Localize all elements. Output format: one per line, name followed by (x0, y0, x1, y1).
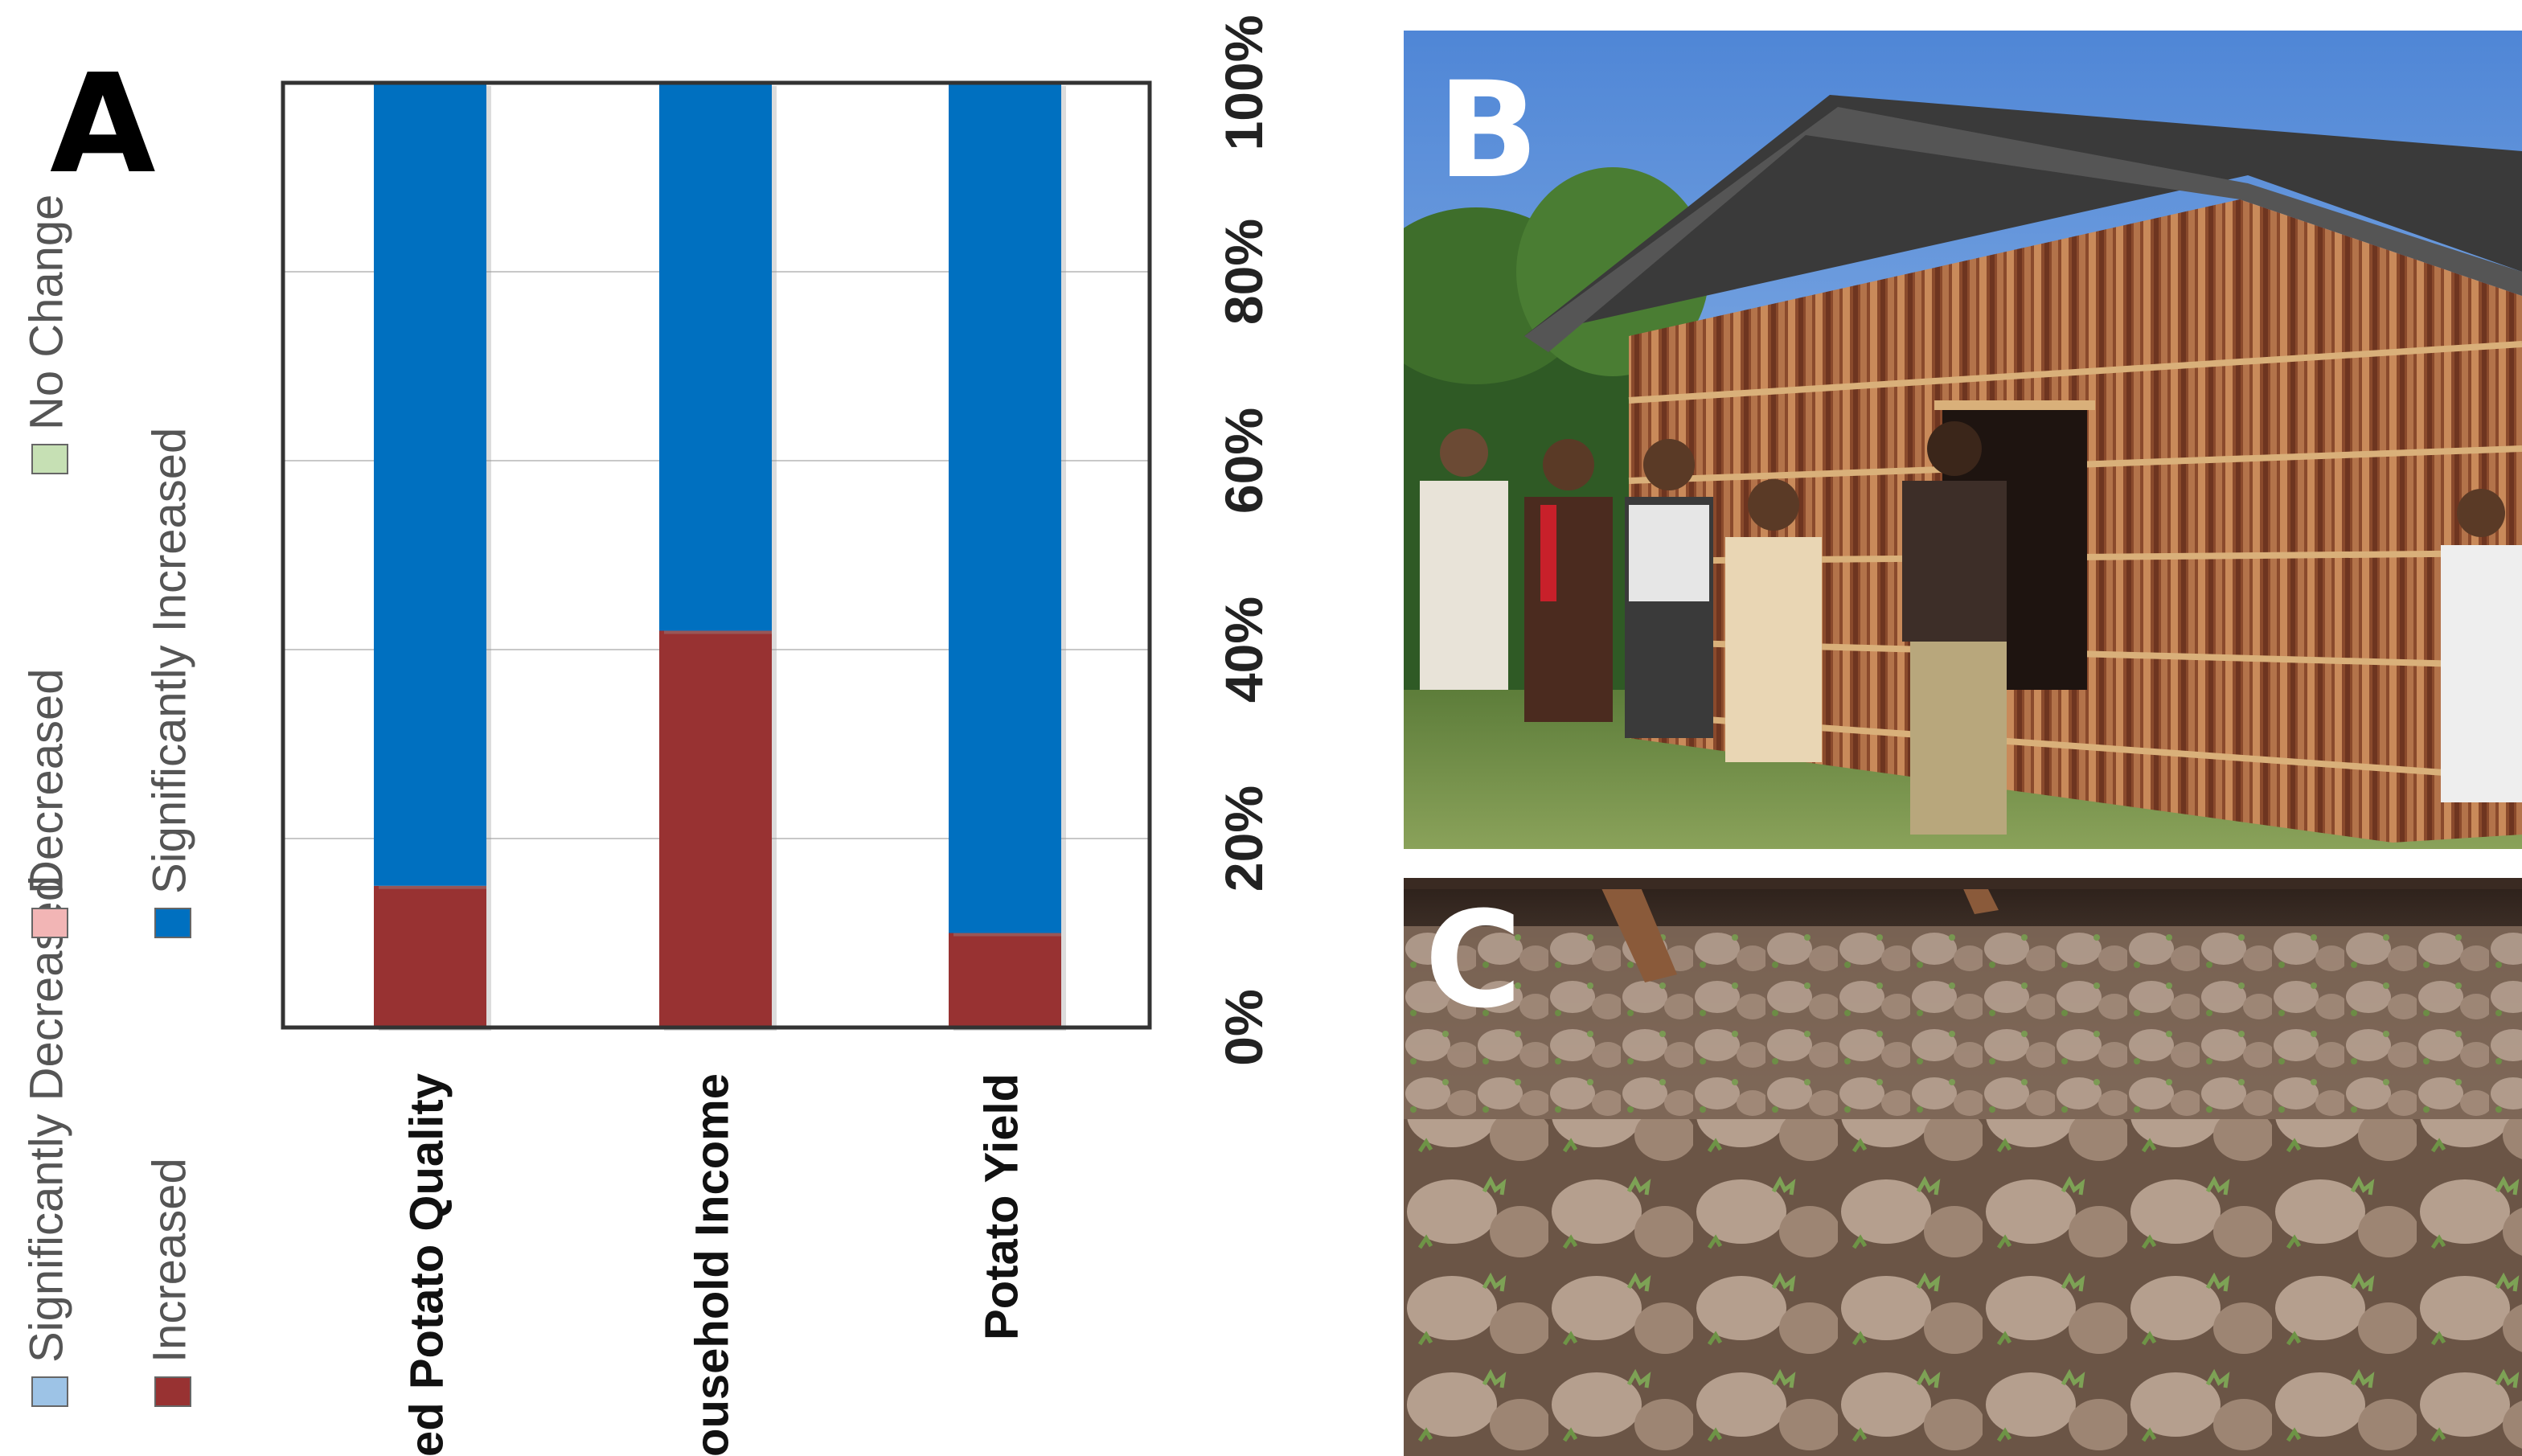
legend-label: Significantly Increased (143, 428, 195, 894)
category-label: Seed Potato Quality (400, 1073, 453, 1456)
tick-label: 80% (1214, 219, 1273, 325)
bar-segment (949, 83, 1061, 933)
panel-b-label: B (1437, 53, 1540, 207)
chart-categories: Seed Potato Quality Household Income Potat… (400, 1073, 1027, 1456)
tick-label: 40% (1214, 597, 1273, 703)
legend-label: Decreased (20, 669, 72, 894)
bar-segment (659, 83, 772, 631)
bar-segment (374, 885, 486, 1027)
chart-bars (374, 83, 1066, 1031)
hut-photo: B (1404, 31, 2522, 849)
legend-label: Significantly Decreased (20, 876, 72, 1363)
tick-label: 20% (1214, 785, 1273, 892)
legend-swatch (154, 1376, 191, 1407)
potato-tubers-photo: C (1404, 878, 2522, 1456)
chart-frame (281, 80, 1152, 1030)
potato-tubers-photo-icon (1404, 878, 2522, 1456)
legend-label: Increased (143, 1158, 195, 1363)
legend-swatch (31, 444, 68, 474)
legend-swatch (31, 908, 68, 938)
bar-segment (659, 630, 772, 1027)
chart-ticks: 0% 20% 40% 60% 80% 100% (1214, 15, 1273, 1066)
tick-label: 60% (1214, 408, 1273, 514)
category-label: Household Income (686, 1073, 738, 1456)
plot-frame (281, 80, 1152, 1030)
legend-label: No Change (20, 195, 72, 430)
tick-label: 0% (1214, 989, 1273, 1065)
legend-swatch (31, 1376, 68, 1407)
chart: 0% 20% 40% 60% 80% 100% Seed Potato Quality Ho… (20, 15, 1273, 1456)
panel-a-label: A (50, 45, 158, 204)
legend-swatch (154, 908, 191, 938)
bar-segment (374, 83, 486, 886)
bar-segment (949, 933, 1061, 1027)
hut-photo-icon (1404, 31, 2522, 849)
panel-c-label: C (1425, 883, 1524, 1037)
category-label: Potato Yield (975, 1073, 1027, 1340)
tick-label: 100% (1214, 15, 1273, 151)
